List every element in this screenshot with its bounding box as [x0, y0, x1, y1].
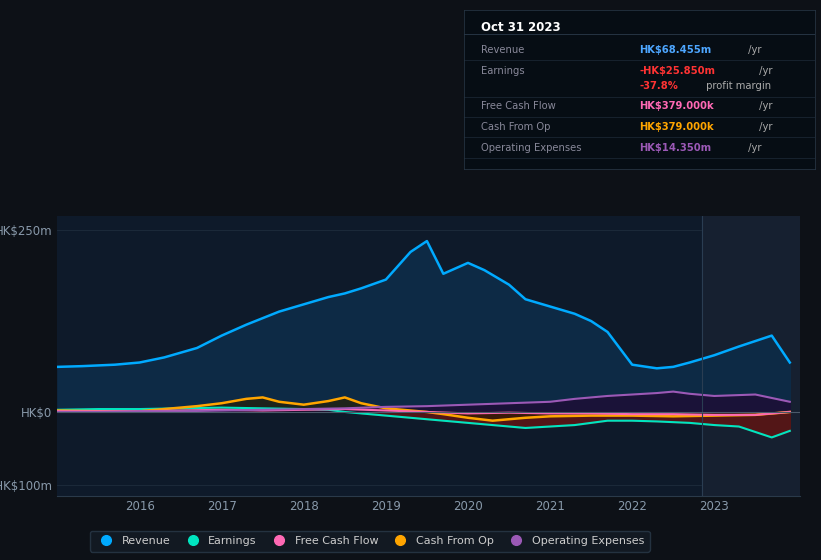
Text: HK$68.455m: HK$68.455m	[640, 45, 712, 55]
Text: Earnings: Earnings	[481, 66, 525, 76]
Text: HK$14.350m: HK$14.350m	[640, 143, 712, 152]
Text: HK$379.000k: HK$379.000k	[640, 122, 714, 132]
Text: /yr: /yr	[755, 122, 772, 132]
Text: /yr: /yr	[745, 143, 761, 152]
Text: Operating Expenses: Operating Expenses	[481, 143, 582, 152]
Text: Free Cash Flow: Free Cash Flow	[481, 101, 556, 111]
Bar	[702, 216, 800, 496]
Text: profit margin: profit margin	[703, 81, 771, 91]
Text: Oct 31 2023: Oct 31 2023	[481, 21, 561, 34]
Text: -HK$25.850m: -HK$25.850m	[640, 66, 716, 76]
Text: Revenue: Revenue	[481, 45, 525, 55]
Legend: Revenue, Earnings, Free Cash Flow, Cash From Op, Operating Expenses: Revenue, Earnings, Free Cash Flow, Cash …	[89, 530, 649, 552]
Text: Cash From Op: Cash From Op	[481, 122, 551, 132]
Text: /yr: /yr	[755, 101, 772, 111]
Text: /yr: /yr	[755, 66, 772, 76]
Text: -37.8%: -37.8%	[640, 81, 678, 91]
Text: /yr: /yr	[745, 45, 761, 55]
Text: HK$379.000k: HK$379.000k	[640, 101, 714, 111]
